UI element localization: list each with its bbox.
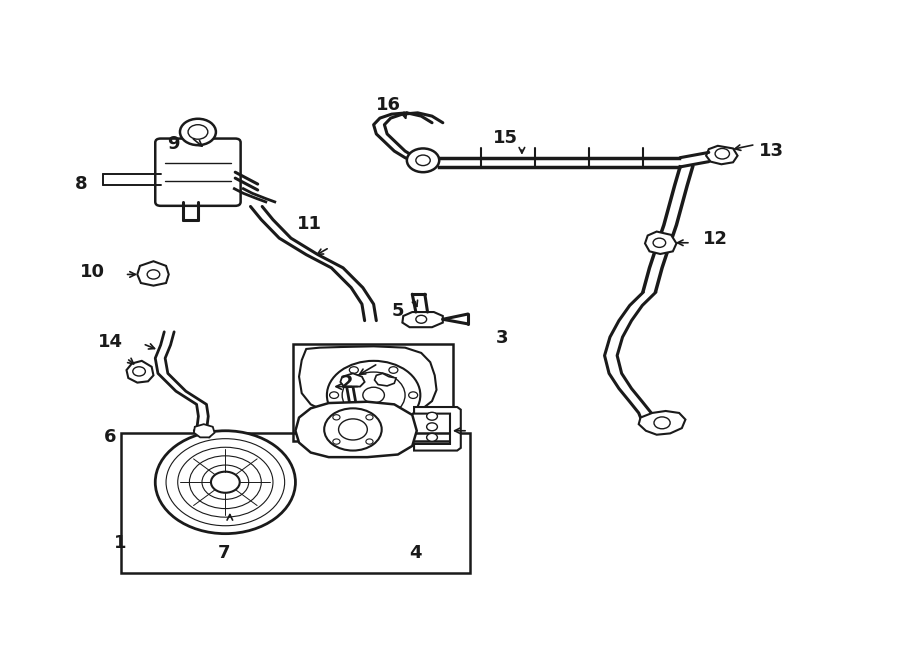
Text: 8: 8 <box>76 175 88 193</box>
Circle shape <box>416 315 427 323</box>
Polygon shape <box>706 146 738 165</box>
Text: 13: 13 <box>760 142 784 160</box>
Circle shape <box>329 392 338 399</box>
Text: 16: 16 <box>376 96 401 114</box>
Polygon shape <box>194 424 214 438</box>
Circle shape <box>342 372 405 418</box>
Circle shape <box>333 414 340 420</box>
Circle shape <box>133 367 146 376</box>
Circle shape <box>654 417 670 429</box>
Text: 4: 4 <box>410 545 422 563</box>
Text: 11: 11 <box>297 215 322 233</box>
Text: 2: 2 <box>340 374 353 392</box>
Circle shape <box>416 155 430 166</box>
Polygon shape <box>340 373 364 387</box>
Text: 5: 5 <box>392 301 404 320</box>
Circle shape <box>427 423 437 431</box>
Text: 15: 15 <box>493 129 518 147</box>
Circle shape <box>188 125 208 139</box>
Circle shape <box>366 414 373 420</box>
Circle shape <box>156 431 295 533</box>
Text: 14: 14 <box>98 333 122 352</box>
Circle shape <box>324 408 382 451</box>
Polygon shape <box>402 312 443 327</box>
Circle shape <box>716 149 730 159</box>
Text: 9: 9 <box>167 136 179 153</box>
Circle shape <box>427 434 437 442</box>
Circle shape <box>327 361 420 430</box>
Polygon shape <box>138 261 168 286</box>
Circle shape <box>366 439 373 444</box>
Circle shape <box>349 367 358 373</box>
Polygon shape <box>639 411 686 435</box>
Circle shape <box>653 238 666 247</box>
Circle shape <box>211 472 239 492</box>
Polygon shape <box>295 402 417 457</box>
Text: 10: 10 <box>80 264 105 282</box>
Text: 1: 1 <box>114 534 127 552</box>
Circle shape <box>427 412 437 420</box>
Bar <box>292 344 453 442</box>
Circle shape <box>363 387 384 403</box>
Circle shape <box>407 149 439 173</box>
Text: 7: 7 <box>217 545 230 563</box>
Circle shape <box>389 417 398 424</box>
Circle shape <box>180 119 216 145</box>
Circle shape <box>338 419 367 440</box>
Polygon shape <box>645 231 677 254</box>
Polygon shape <box>374 373 396 386</box>
Text: 12: 12 <box>703 231 727 249</box>
Polygon shape <box>127 361 154 383</box>
Text: 3: 3 <box>496 329 508 348</box>
Polygon shape <box>414 407 461 451</box>
Circle shape <box>409 392 418 399</box>
Bar <box>122 434 470 573</box>
Circle shape <box>349 417 358 424</box>
Text: 6: 6 <box>104 428 117 446</box>
Circle shape <box>333 439 340 444</box>
Polygon shape <box>299 346 436 415</box>
FancyBboxPatch shape <box>156 139 240 206</box>
Circle shape <box>389 367 398 373</box>
Circle shape <box>148 270 159 279</box>
